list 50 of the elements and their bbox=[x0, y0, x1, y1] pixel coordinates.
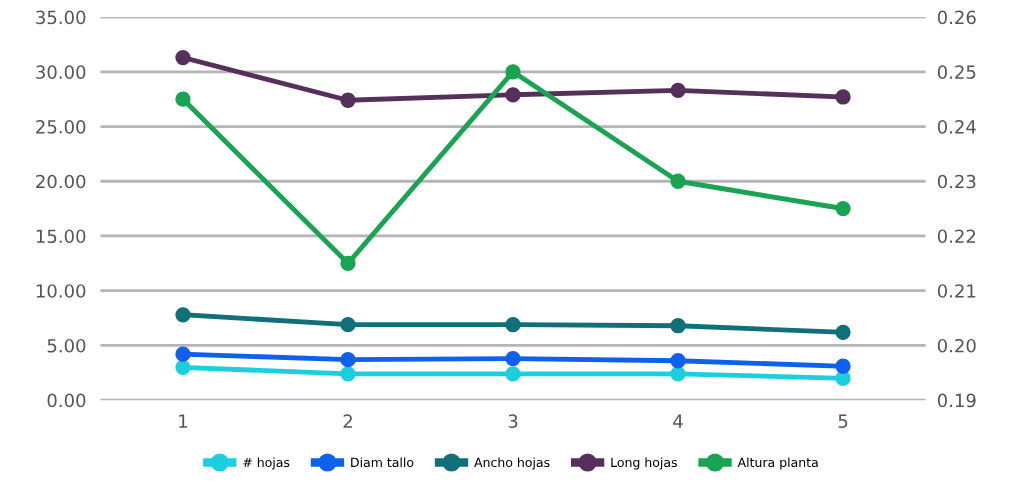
point bbox=[505, 87, 521, 103]
legend-label: Diam tallo bbox=[351, 457, 414, 468]
x-tick-label: 4 bbox=[673, 414, 683, 428]
point bbox=[340, 352, 356, 368]
legend-label: Altura planta bbox=[737, 457, 818, 470]
point bbox=[340, 255, 356, 271]
y2-tick-label: 0.20 bbox=[937, 338, 976, 353]
y2-tick-label: 0.21 bbox=[937, 284, 976, 298]
y2-tick-label: 0.22 bbox=[937, 229, 976, 244]
point bbox=[505, 366, 521, 382]
legend-label: Ancho hojas bbox=[474, 457, 550, 470]
point bbox=[505, 350, 521, 367]
point bbox=[670, 366, 686, 382]
y-tick-label: 30.00 bbox=[36, 65, 86, 79]
x-tick-label: 1 bbox=[179, 414, 188, 428]
y2-tick-label: 0.19 bbox=[937, 393, 976, 408]
point bbox=[175, 359, 191, 375]
point bbox=[670, 82, 686, 99]
y2-tick-label: 0.26 bbox=[937, 10, 976, 25]
y-tick-label: 10.00 bbox=[36, 284, 86, 298]
point bbox=[835, 358, 851, 374]
point bbox=[670, 318, 686, 334]
x-tick-label: 2 bbox=[343, 414, 352, 428]
legend-label: # hojas bbox=[243, 457, 290, 470]
point bbox=[670, 353, 686, 369]
point bbox=[505, 316, 521, 333]
x-tick-label: 3 bbox=[508, 414, 518, 429]
legend-label: Long hojas bbox=[611, 457, 677, 470]
y-tick-label: 0.00 bbox=[47, 393, 86, 408]
point bbox=[505, 64, 521, 80]
y-tick-label: 35.00 bbox=[36, 10, 86, 25]
point bbox=[340, 316, 356, 333]
point bbox=[175, 346, 191, 362]
point bbox=[835, 89, 851, 105]
y-tick-label: 15.00 bbox=[36, 229, 86, 244]
y2-tick-label: 0.24 bbox=[937, 119, 976, 134]
point bbox=[175, 91, 191, 107]
point bbox=[340, 366, 356, 382]
point bbox=[835, 324, 851, 340]
point bbox=[175, 307, 191, 323]
y-tick-label: 20.00 bbox=[36, 174, 86, 189]
y-tick-label: 5.00 bbox=[47, 338, 86, 353]
y2-tick-label: 0.23 bbox=[937, 174, 976, 189]
y2-tick-label: 0.25 bbox=[937, 65, 976, 79]
x-tick-label: 5 bbox=[838, 414, 848, 429]
y-tick-label: 25.00 bbox=[36, 119, 86, 134]
point bbox=[835, 200, 851, 217]
point bbox=[670, 173, 686, 189]
point bbox=[175, 49, 191, 66]
point bbox=[340, 92, 356, 108]
